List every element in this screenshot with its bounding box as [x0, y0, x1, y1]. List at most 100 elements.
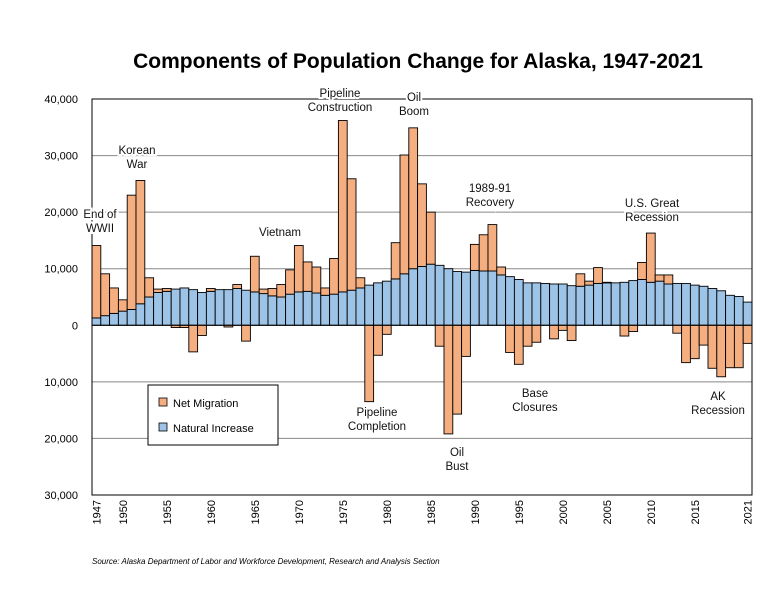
annotation-line: Boom: [399, 106, 429, 118]
annotation: Vietnam: [259, 227, 301, 239]
bar-net-migration: [258, 288, 269, 295]
bar-natural-increase: [188, 289, 199, 326]
bar-net-migration: [249, 255, 260, 293]
bar-net-migration: [302, 261, 313, 292]
bar-natural-increase: [461, 271, 471, 326]
y-tick-label: 30,000: [44, 490, 78, 502]
bar-natural-increase: [549, 283, 559, 326]
x-tick-label: 1947: [91, 500, 103, 524]
bar-natural-increase: [637, 279, 647, 326]
bar-net-migration: [725, 324, 735, 369]
bar-net-migration: [566, 324, 577, 342]
bar-natural-increase: [672, 282, 683, 326]
bar-natural-increase: [505, 276, 515, 326]
bar-net-migration: [355, 277, 366, 289]
bar-natural-increase: [100, 315, 111, 326]
bar-net-migration: [100, 273, 111, 317]
y-tick-label: 40,000: [44, 94, 78, 106]
bar-natural-increase: [373, 282, 383, 326]
bar-net-migration: [161, 288, 172, 292]
annotation-line: Vietnam: [259, 227, 301, 239]
bar-natural-increase: [733, 295, 744, 326]
bar-natural-increase: [276, 296, 287, 326]
bar-net-migration: [601, 281, 612, 284]
bar-net-migration: [452, 324, 463, 415]
bar-net-migration: [487, 224, 498, 272]
bar-natural-increase: [610, 282, 621, 326]
annotation-line: War: [127, 159, 148, 171]
bar-net-migration: [144, 277, 155, 298]
bar-net-migration: [267, 288, 278, 297]
annotation: Pipeline Completion: [348, 407, 406, 433]
annotation-line: End of: [83, 209, 117, 221]
bar-net-migration: [381, 324, 392, 335]
annotation-line: WWII: [86, 223, 114, 235]
bar-net-migration: [443, 324, 454, 435]
bar-natural-increase: [487, 270, 498, 326]
bar-net-migration: [531, 324, 542, 343]
legend-swatch-natural-increase: [158, 422, 168, 432]
annotation-line: Pipeline: [320, 88, 361, 100]
bar-net-migration: [469, 243, 480, 271]
annotation-line: Completion: [348, 421, 406, 433]
bar-natural-increase: [478, 270, 489, 326]
bar-natural-increase: [619, 281, 630, 326]
annotation: Oil Boom: [399, 92, 429, 118]
bar-natural-increase: [232, 288, 243, 326]
legend: Net Migration Natural Increase: [147, 384, 279, 446]
bar-net-migration: [205, 288, 216, 292]
bar-net-migration: [557, 324, 568, 331]
bar-natural-increase: [408, 268, 419, 326]
bar-natural-increase: [241, 289, 251, 326]
y-tick-label: 30,000: [44, 151, 78, 163]
annotation: Base Closures: [512, 388, 558, 414]
bar-natural-increase: [531, 282, 542, 326]
bar-net-migration: [434, 324, 445, 347]
annotation-line: Recession: [691, 405, 745, 417]
bar-natural-increase: [654, 280, 665, 326]
annotation-line: 1989-91: [469, 183, 511, 195]
bar-natural-increase: [329, 293, 339, 326]
bar-natural-increase: [469, 269, 480, 326]
annotation-line: Construction: [308, 102, 373, 114]
x-tick-label: 2021: [743, 500, 755, 524]
bar-natural-increase: [584, 284, 595, 326]
bar-net-migration: [346, 178, 357, 291]
bar-natural-increase: [707, 288, 718, 326]
bar-net-migration: [329, 258, 339, 295]
bar-net-migration: [672, 324, 683, 334]
x-tick-label: 1965: [250, 500, 262, 524]
x-tick-label: 2000: [558, 500, 570, 524]
bar-net-migration: [135, 180, 146, 305]
bar-net-migration: [681, 324, 691, 364]
bar-net-migration: [337, 120, 348, 293]
x-tick-label: 1960: [206, 500, 218, 524]
y-tick-label: 20,000: [44, 207, 78, 219]
annotations: End of WWII Korean War Vietnam Pipeline Constr…: [81, 86, 746, 475]
bar-net-migration: [742, 324, 753, 344]
bar-natural-increase: [725, 294, 735, 326]
bar-net-migration: [628, 324, 639, 332]
x-tick-label: 2010: [646, 500, 658, 524]
bar-net-migration: [241, 324, 251, 342]
bar-net-migration: [505, 324, 515, 353]
bar-natural-increase: [117, 310, 128, 326]
bar-net-migration: [320, 287, 331, 296]
annotation-line: U.S. Great: [625, 198, 680, 210]
x-tick-label: 1975: [338, 500, 350, 524]
annotation-line: Bust: [445, 461, 469, 473]
bar-natural-increase: [144, 296, 155, 326]
bar-natural-increase: [267, 295, 278, 326]
bar-net-migration: [197, 324, 207, 336]
bar-natural-increase: [320, 294, 331, 326]
source-note: Source: Alaska Department of Labor and W…: [92, 557, 440, 566]
y-axis: 40,000 30,000 20,000 10,000 0 10,000 20,000 30,…: [44, 94, 78, 502]
bar-natural-increase: [197, 292, 207, 326]
bar-net-migration: [707, 324, 718, 369]
annotation-line: Korean: [118, 145, 155, 157]
annotation-line: AK: [710, 391, 726, 403]
bar-net-migration: [575, 273, 586, 287]
bar-natural-increase: [628, 280, 639, 326]
bar-natural-increase: [109, 312, 119, 326]
